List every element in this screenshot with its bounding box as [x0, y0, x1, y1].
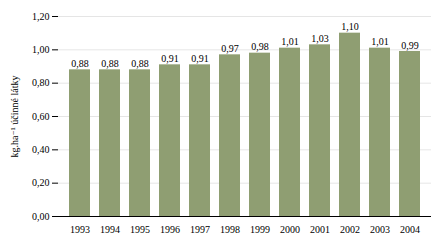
- svg-text:1997: 1997: [190, 224, 210, 235]
- svg-text:1995: 1995: [130, 224, 150, 235]
- svg-text:1,03: 1,03: [311, 33, 329, 44]
- svg-text:1996: 1996: [160, 224, 180, 235]
- svg-text:0,97: 0,97: [221, 43, 239, 54]
- svg-text:1,00: 1,00: [32, 44, 50, 55]
- svg-text:1999: 1999: [250, 224, 270, 235]
- svg-text:0,98: 0,98: [251, 41, 269, 52]
- svg-text:0,88: 0,88: [71, 58, 89, 69]
- svg-text:0,40: 0,40: [32, 144, 50, 155]
- svg-text:0,00: 0,00: [32, 211, 50, 222]
- svg-text:2002: 2002: [340, 224, 360, 235]
- svg-text:kg.ha⁻¹ účinné látky: kg.ha⁻¹ účinné látky: [9, 76, 20, 158]
- svg-text:1,01: 1,01: [281, 36, 299, 47]
- svg-text:1,10: 1,10: [341, 21, 359, 32]
- svg-text:1993: 1993: [70, 224, 90, 235]
- svg-text:2000: 2000: [280, 224, 300, 235]
- svg-text:2004: 2004: [400, 224, 420, 235]
- svg-text:0,60: 0,60: [32, 111, 50, 122]
- svg-text:2003: 2003: [370, 224, 390, 235]
- svg-text:1,01: 1,01: [371, 36, 389, 47]
- svg-text:0,88: 0,88: [131, 58, 149, 69]
- svg-text:1,20: 1,20: [32, 11, 50, 22]
- svg-text:0,88: 0,88: [101, 58, 119, 69]
- svg-text:0,20: 0,20: [32, 177, 50, 188]
- svg-text:0,99: 0,99: [401, 40, 419, 51]
- svg-text:1998: 1998: [220, 224, 240, 235]
- svg-text:0,91: 0,91: [161, 53, 179, 64]
- svg-text:1994: 1994: [100, 224, 120, 235]
- svg-text:0,80: 0,80: [32, 77, 50, 88]
- svg-text:2001: 2001: [310, 224, 330, 235]
- svg-text:0,91: 0,91: [191, 53, 209, 64]
